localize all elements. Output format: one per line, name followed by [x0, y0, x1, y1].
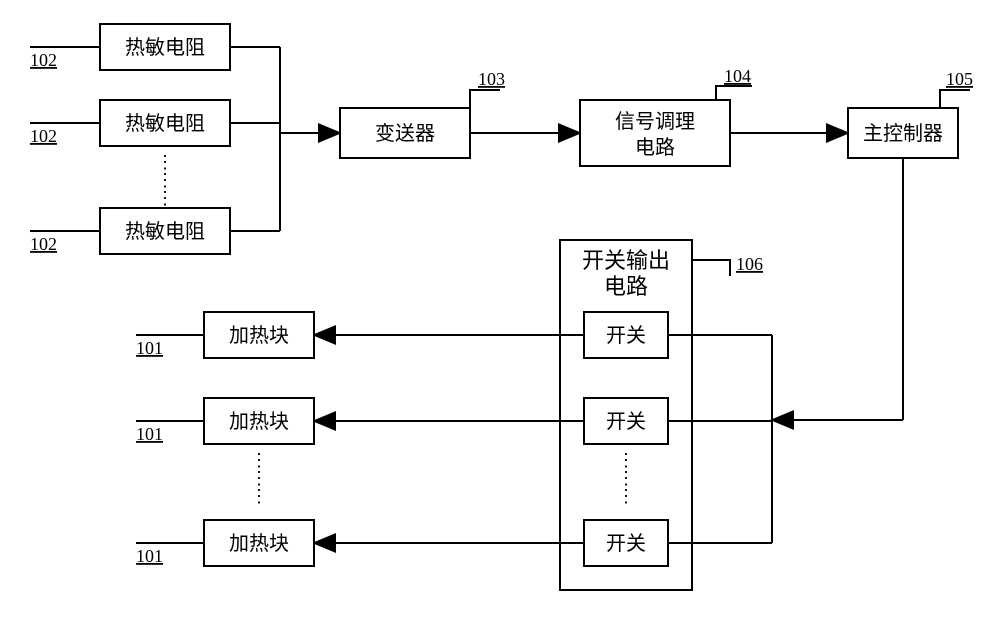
thermistor-block-1: 热敏电阻 — [100, 24, 230, 70]
ref-line-103 — [470, 90, 500, 108]
switch-block-2: 开关 — [584, 398, 668, 444]
ref-line-106 — [692, 260, 730, 276]
ellipsis-heater-3: ⋮ — [250, 486, 268, 506]
ellipsis-thermistor-2: ⋮ — [156, 170, 174, 190]
switch-container-label1: 开关输出 — [582, 248, 670, 273]
ref-101c: 101 — [136, 546, 163, 566]
main-ctrl-label: 主控制器 — [863, 122, 943, 145]
heater-block-3: 加热块 — [204, 520, 314, 566]
signal-cond-label1: 信号调理 — [615, 110, 695, 133]
ref-102b: 102 — [30, 126, 57, 146]
heater-block-1: 加热块 — [204, 312, 314, 358]
heater-2-label: 加热块 — [229, 410, 289, 433]
heater-1-label: 加热块 — [229, 324, 289, 347]
ref-103: 103 — [478, 69, 505, 89]
ellipsis-thermistor-3: ⋮ — [156, 188, 174, 208]
ellipsis-heater-2: ⋮ — [250, 468, 268, 488]
ref-104: 104 — [724, 66, 751, 86]
switch-3-label: 开关 — [606, 532, 646, 555]
ellipsis-switch-2: ⋮ — [617, 468, 635, 488]
thermistor-block-3: 热敏电阻 — [100, 208, 230, 254]
thermistor-2-label: 热敏电阻 — [125, 112, 205, 135]
switch-2-label: 开关 — [606, 410, 646, 433]
ref-line-104 — [716, 86, 752, 100]
ref-line-105 — [940, 90, 970, 108]
thermistor-3-label: 热敏电阻 — [125, 220, 205, 243]
ellipsis-heater-1: ⋮ — [250, 450, 268, 470]
thermistor-bus — [230, 47, 340, 231]
heater-block-2: 加热块 — [204, 398, 314, 444]
switch-block-1: 开关 — [584, 312, 668, 358]
thermistor-block-2: 热敏电阻 — [100, 100, 230, 146]
switch-container-label2: 电路 — [604, 274, 648, 299]
ellipsis-switch-1: ⋮ — [617, 450, 635, 470]
ref-102a: 102 — [30, 50, 57, 70]
ellipsis-thermistor-1: ⋮ — [156, 152, 174, 172]
main-to-switch-bus — [772, 158, 903, 420]
main-controller-block: 主控制器 — [848, 108, 958, 158]
signal-conditioning-block: 信号调理 电路 — [580, 100, 730, 166]
thermistor-1-label: 热敏电阻 — [125, 36, 205, 59]
ref-102c: 102 — [30, 234, 57, 254]
heater-3-label: 加热块 — [229, 532, 289, 555]
transmitter-label: 变送器 — [375, 122, 435, 145]
switch-1-label: 开关 — [606, 324, 646, 347]
switch-block-3: 开关 — [584, 520, 668, 566]
ref-101a: 101 — [136, 338, 163, 358]
switch-bus — [668, 335, 772, 543]
signal-cond-label2: 电路 — [635, 136, 675, 159]
ref-101b: 101 — [136, 424, 163, 444]
ref-106: 106 — [736, 254, 763, 274]
ref-105: 105 — [946, 69, 973, 89]
transmitter-block: 变送器 — [340, 108, 470, 158]
ellipsis-switch-3: ⋮ — [617, 486, 635, 506]
